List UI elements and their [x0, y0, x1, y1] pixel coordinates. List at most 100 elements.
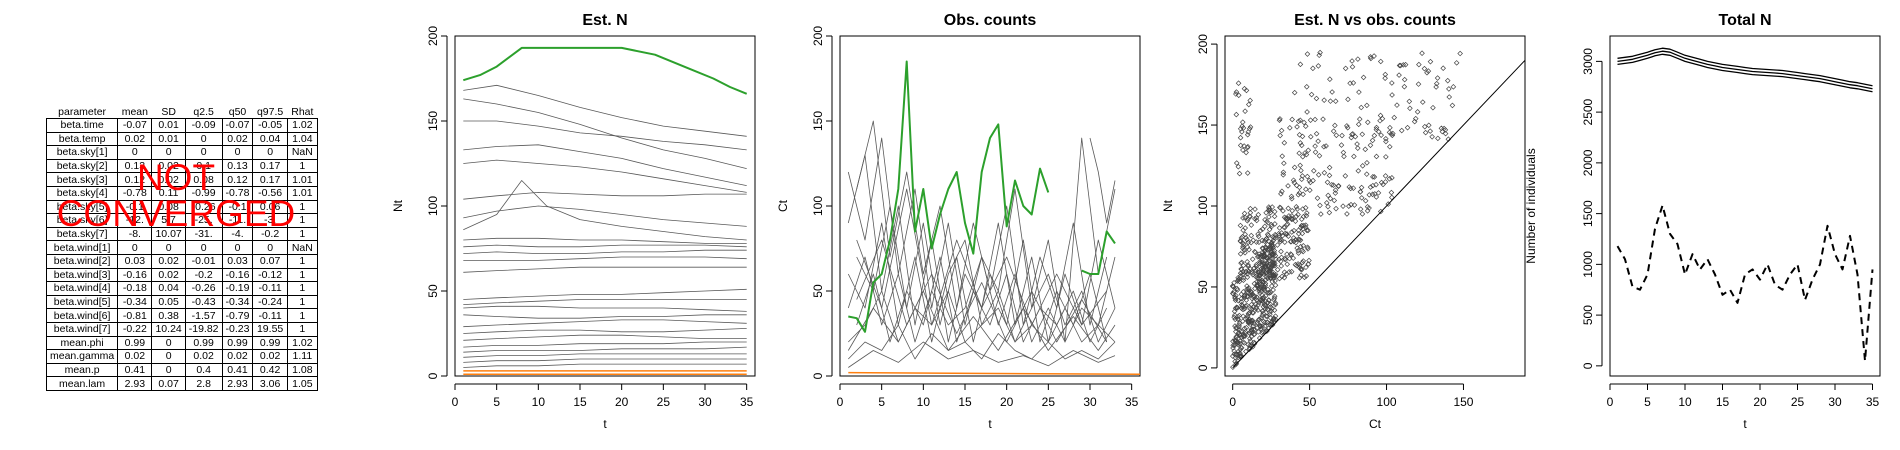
scatter-point [1262, 319, 1268, 326]
scatter-point [1271, 260, 1278, 267]
scatter-point [1238, 266, 1244, 272]
scatter-point [1396, 72, 1402, 78]
scatter-point [1242, 249, 1248, 256]
scatter-point [1247, 335, 1253, 342]
scatter-point [1253, 215, 1260, 221]
scatter-point [1280, 172, 1287, 178]
scatter-point [1260, 318, 1267, 325]
x-tick-label: 0 [837, 395, 844, 409]
scatter-point [1256, 251, 1262, 257]
scatter-point [1244, 236, 1250, 243]
chart-title: Est. N vs obs. counts [1294, 12, 1456, 29]
scatter-point [1285, 205, 1292, 212]
scatter-point [1355, 168, 1362, 174]
scatter-point [1238, 301, 1245, 308]
scatter-point [1269, 305, 1276, 312]
table-row: beta.time -0.07 0.01 -0.09 -0.07 -0.05 1.02 [45, 118, 318, 133]
table-row: mean.p 0.41 0 0.4 0.41 0.42 1.08 [45, 362, 318, 378]
scatter-point [1291, 89, 1298, 96]
value-cell: 0.07 [151, 376, 186, 391]
value-cell: 0.1 [184, 158, 223, 174]
scatter-point [1415, 81, 1422, 87]
table-header-row: parameter mean SD q2.5 q50 q97.5 Rhat [47, 106, 318, 119]
baseline-series-line [848, 371, 1141, 376]
scatter-point [1241, 85, 1248, 92]
scatter-point [1266, 290, 1273, 296]
column-header: q97.5 [256, 106, 284, 118]
scatter-point [1333, 132, 1340, 139]
scatter-point [1240, 245, 1246, 252]
scatter-point [1294, 206, 1300, 212]
plot-frame [1609, 35, 1881, 377]
x-tick-label: 15 [573, 395, 587, 409]
estimate-series-line [1617, 50, 1873, 90]
scatter-point [1245, 101, 1252, 108]
value-cell: -0.07 [221, 118, 254, 133]
value-cell: 0.04 [151, 281, 186, 296]
scatter-point [1299, 247, 1305, 254]
scatter-point [1231, 279, 1237, 286]
scatter-point [1305, 227, 1311, 234]
scatter-point [1260, 308, 1266, 314]
scatter-point [1240, 125, 1247, 131]
scatter-point [1357, 189, 1364, 195]
value-cell: 1.02 [286, 335, 318, 351]
scatter-point [1302, 204, 1309, 211]
value-cell: 1 [286, 294, 318, 310]
scatter-point [1338, 142, 1345, 148]
scatter-point [1230, 284, 1237, 290]
column-header: q50 [228, 106, 247, 118]
value-cell: 0 [151, 349, 186, 364]
table-row: beta.wind[5] -0.34 0.05 -0.43 -0.34 -0.24 1 [45, 294, 318, 310]
scatter-point [1387, 124, 1393, 131]
scatter-point [1259, 249, 1266, 255]
value-cell: 3.06 [252, 376, 288, 391]
scatter-point [1430, 104, 1436, 111]
scatter-point [1377, 117, 1383, 124]
scatter-point [1284, 221, 1291, 227]
scatter-point [1293, 213, 1300, 220]
scatter-point [1268, 223, 1275, 230]
scatter-point [1246, 329, 1253, 336]
scatter-point [1400, 62, 1407, 68]
value-cell: -0.34 [117, 294, 153, 310]
scatter-point [1284, 251, 1290, 257]
scatter-point [1316, 52, 1322, 59]
scatter-point [1272, 272, 1278, 279]
value-cell: 0.11 [151, 185, 186, 201]
value-cell: -0.78 [221, 185, 254, 201]
scatter-point [1315, 138, 1321, 144]
scatter-point [1241, 340, 1248, 346]
scatter-point [1293, 262, 1300, 269]
value-cell: -0.07 [117, 118, 153, 133]
scatter-point [1422, 129, 1429, 136]
scatter-point [1241, 143, 1247, 149]
value-cell: -0.78 [117, 185, 153, 201]
scatter-points [1229, 49, 1463, 370]
scatter-point [1249, 256, 1256, 262]
scatter-point [1330, 182, 1337, 188]
scatter-point [1296, 190, 1303, 196]
x-tick-label: 20 [1753, 395, 1767, 409]
scatter-point [1263, 272, 1270, 278]
scatter-point [1401, 76, 1408, 83]
scatter-point [1359, 131, 1366, 138]
value-cell: -0.34 [221, 294, 254, 310]
scatter-point [1383, 138, 1389, 145]
scatter-point [1246, 309, 1253, 316]
plot-frame [1224, 35, 1526, 377]
scatter-point [1262, 280, 1269, 287]
column-header: Rhat [291, 106, 314, 118]
scatter-point [1254, 281, 1260, 288]
parameter-name-cell: beta.wind[1] [45, 240, 119, 255]
x-tick-label: 5 [493, 395, 500, 409]
y-tick-label: 150 [426, 111, 440, 131]
scatter-point [1290, 177, 1297, 184]
scatter-point [1245, 262, 1251, 268]
scatter-point [1373, 124, 1380, 131]
value-cell: 0 [221, 240, 254, 255]
scatter-point [1280, 169, 1287, 176]
table-row: beta.wind[6] -0.81 0.38 -1.57 -0.79 -0.11 1 [45, 308, 318, 323]
scatter-point [1388, 189, 1395, 196]
y-tick-label: 200 [811, 26, 825, 46]
